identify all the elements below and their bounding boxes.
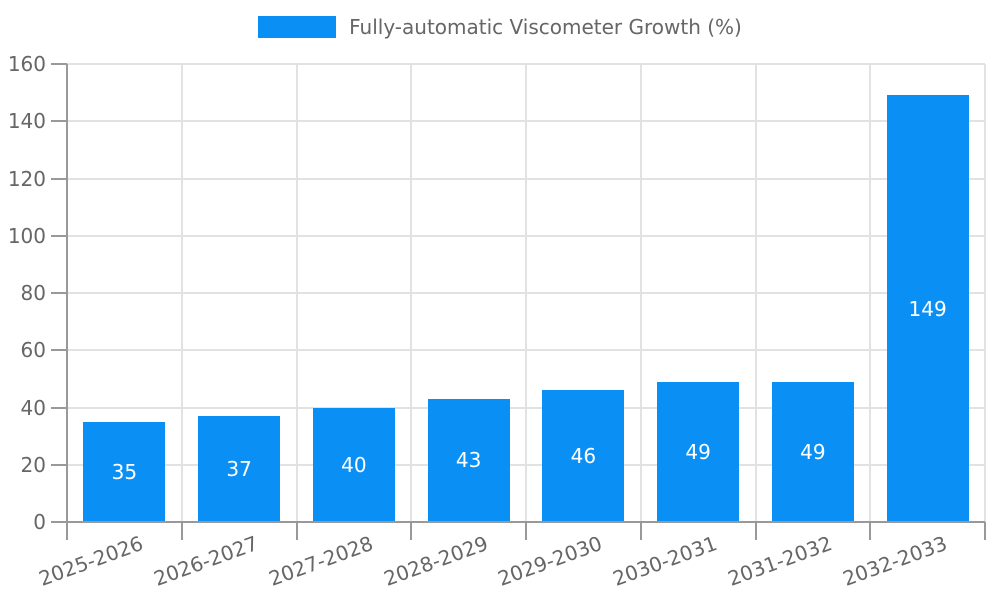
x-axis-label: 2030-2031 — [609, 531, 721, 591]
y-axis-tick — [51, 463, 67, 466]
y-axis-tick-label: 20 — [20, 452, 46, 477]
bar[interactable]: 37 — [198, 416, 281, 522]
x-axis-tick — [869, 522, 872, 540]
legend-swatch — [258, 16, 337, 38]
bar-value-label: 37 — [226, 457, 252, 482]
bar[interactable]: 49 — [657, 381, 740, 522]
x-gridline — [410, 64, 413, 522]
x-axis-line — [66, 521, 985, 523]
y-axis-tick — [51, 521, 67, 523]
x-gridline — [525, 64, 527, 522]
x-axis-label: 2026-2027 — [150, 531, 262, 591]
bar-value-label: 35 — [111, 459, 138, 484]
y-axis-tick-label: 60 — [20, 338, 46, 363]
x-axis-tick — [754, 522, 757, 540]
y-axis-tick-label: 40 — [20, 395, 46, 420]
bar[interactable]: 43 — [427, 398, 510, 522]
y-axis-tick-label: 100 — [7, 223, 46, 248]
bar[interactable]: 46 — [542, 390, 625, 522]
x-axis-tick — [639, 522, 642, 540]
y-axis-line — [66, 64, 68, 540]
y-axis-tick-label: 140 — [7, 109, 46, 134]
legend-label: Fully-automatic Viscometer Growth (%) — [349, 15, 742, 39]
y-axis-tick — [51, 63, 67, 65]
x-axis-label: 2028-2029 — [380, 531, 491, 591]
bar-value-label: 40 — [341, 452, 367, 477]
x-gridline — [295, 64, 298, 522]
x-gridline — [984, 64, 986, 522]
x-axis-tick — [984, 522, 986, 540]
y-axis-tick — [51, 349, 67, 352]
x-axis-label: 2027-2028 — [265, 531, 377, 591]
x-axis-label: 2031-2032 — [724, 531, 836, 591]
y-axis-tick-label: 160 — [7, 52, 46, 76]
x-gridline — [754, 64, 757, 522]
y-axis-tick — [51, 120, 67, 123]
bar-value-label: 49 — [685, 439, 711, 464]
x-axis-tick — [295, 522, 298, 540]
x-axis-tick — [410, 522, 413, 540]
y-axis-tick-label: 80 — [20, 281, 46, 305]
y-axis-tick — [51, 292, 67, 294]
x-axis-tick — [525, 522, 527, 540]
bar[interactable]: 49 — [771, 381, 854, 522]
y-axis-tick — [51, 406, 67, 409]
bar[interactable]: 40 — [312, 407, 395, 522]
legend-item[interactable]: Fully-automatic Viscometer Growth (%) — [0, 16, 1000, 38]
x-gridline — [180, 64, 183, 522]
x-axis-tick — [180, 522, 183, 540]
y-axis-tick — [51, 177, 67, 180]
y-axis-tick-label: 0 — [33, 510, 46, 534]
bar[interactable]: 35 — [83, 421, 166, 522]
y-axis-tick — [51, 234, 67, 237]
x-gridline — [869, 64, 872, 522]
x-axis-label: 2029-2030 — [494, 531, 606, 591]
x-axis-label: 2025-2026 — [35, 531, 147, 591]
bar-value-label: 43 — [455, 448, 482, 473]
bar-value-label: 149 — [908, 296, 947, 321]
bar-value-label: 49 — [800, 439, 826, 464]
x-gridline — [639, 64, 642, 522]
x-axis-label: 2032-2033 — [839, 531, 950, 591]
bar[interactable]: 149 — [886, 95, 969, 522]
bar-value-label: 46 — [570, 444, 597, 469]
y-axis-tick-label: 120 — [7, 166, 46, 191]
